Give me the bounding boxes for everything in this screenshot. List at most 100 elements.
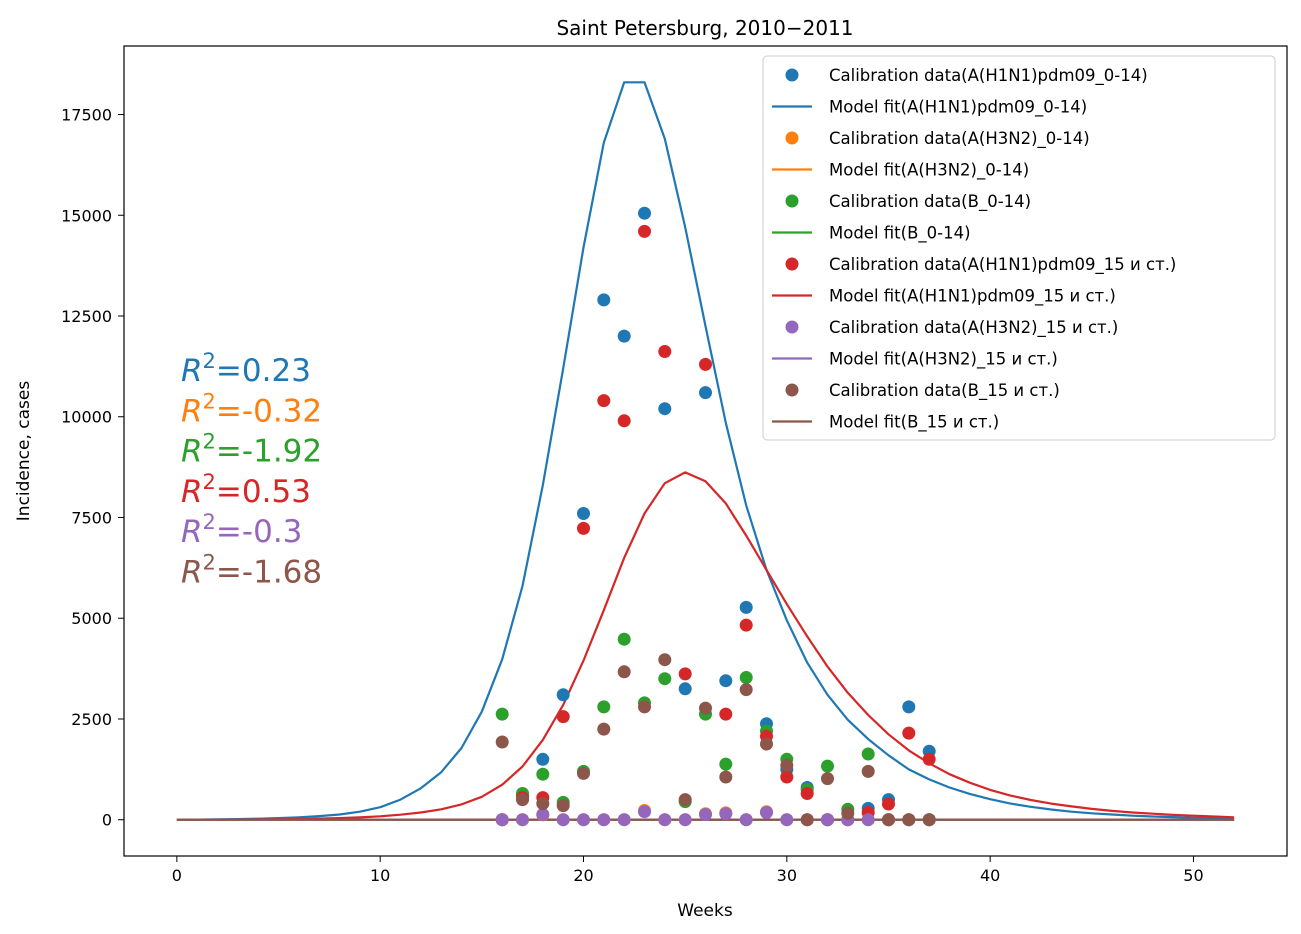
calibration-point-4 [760, 806, 773, 819]
y-tick-label: 15000 [61, 206, 112, 225]
legend-label: Calibration data(B_15 и ст.) [829, 381, 1060, 401]
x-tick-label: 50 [1183, 866, 1203, 885]
r2-label-2: R2=-1.92 [181, 430, 322, 470]
calibration-point-0 [658, 402, 672, 416]
calibration-point-4 [861, 813, 875, 827]
calibration-point-5 [556, 799, 570, 813]
y-axis-label: Incidence, cases [14, 381, 34, 522]
legend-marker-0 [785, 68, 799, 82]
r2-annotations: R2=0.23R2=-0.32R2=-1.92R2=0.53R2=-0.3R2=… [181, 349, 322, 591]
calibration-point-5 [821, 772, 834, 786]
legend-label: Calibration data(A(H3N2)_15 и ст.) [829, 318, 1118, 338]
calibration-point-3 [638, 224, 651, 238]
calibration-point-3 [658, 345, 672, 358]
legend-frame [762, 55, 1276, 441]
calibration-point-2 [597, 700, 611, 714]
legend-label: Model fit(A(H3N2)_15 и ст.) [829, 350, 1058, 370]
x-axis-label: Weeks [677, 901, 733, 921]
plot-frame [123, 45, 1288, 857]
x-axis: 0 10 20 30 40 50 [172, 856, 1204, 885]
calibration-point-2 [861, 747, 875, 761]
r2-label-3: R2=0.53 [181, 470, 311, 510]
legend-marker-3 [785, 257, 799, 271]
calibration-point-5 [577, 766, 590, 780]
calibration-point-5 [699, 701, 712, 715]
legend: Calibration data(A(H1N1)pdm09_0-14) Model… [762, 55, 1276, 441]
x-tick-label: 30 [777, 866, 797, 885]
calibration-point-3 [556, 710, 570, 724]
calibration-point-2 [821, 759, 834, 773]
calibration-point-0 [597, 293, 611, 307]
legend-label: Model fit(A(H1N1)pdm09_15 и ст.) [829, 287, 1116, 307]
legend-label: Calibration data(B_0-14) [829, 192, 1031, 212]
calibration-point-0 [719, 674, 733, 688]
y-tick-label: 2500 [71, 710, 112, 729]
calibration-point-0 [699, 386, 712, 400]
legend-label: Model fit(A(H3N2)_0-14) [829, 161, 1029, 181]
calibration-point-0 [556, 688, 570, 702]
legend-marker-1 [785, 131, 799, 145]
calibration-point-4 [577, 813, 590, 827]
model-line-3 [176, 471, 1235, 821]
legend-label: Calibration data(A(H1N1)pdm09_0-14) [829, 66, 1148, 86]
calibration-point-5 [678, 793, 692, 807]
y-tick-label: 10000 [61, 408, 112, 427]
calibration-point-5 [638, 700, 651, 714]
r2-label-0: R2=0.23 [181, 349, 311, 389]
y-tick-label: 0 [102, 811, 112, 830]
r2-label-1: R2=-0.32 [181, 389, 322, 429]
calibration-point-2 [617, 632, 631, 646]
calibration-point-2 [495, 707, 509, 721]
calibration-point-4 [739, 813, 753, 827]
calibration-point-0 [739, 600, 753, 614]
calibration-point-5 [739, 683, 753, 697]
calibration-point-0 [638, 206, 651, 220]
calibration-point-0 [617, 329, 631, 343]
calibration-point-3 [800, 787, 814, 800]
legend-label: Model fit(B_15 и ст.) [829, 413, 999, 433]
calibration-point-4 [699, 808, 712, 821]
calibration-point-5 [902, 813, 916, 827]
calibration-point-3 [882, 797, 895, 811]
x-tick-label: 20 [573, 866, 593, 885]
calibration-point-5 [882, 813, 895, 827]
calibration-point-4 [597, 813, 611, 827]
x-tick-label: 10 [370, 866, 390, 885]
calibration-point-5 [536, 797, 550, 811]
calibration-point-5 [760, 737, 773, 751]
calibration-point-4 [556, 813, 570, 827]
y-tick-label: 5000 [71, 609, 112, 628]
calibration-point-3 [780, 770, 794, 784]
r2-label-5: R2=-1.68 [181, 551, 322, 591]
y-tick-label: 12500 [61, 307, 112, 326]
legend-marker-5 [785, 383, 799, 397]
calibration-point-0 [536, 752, 550, 766]
legend-label: Calibration data(A(H3N2)_0-14) [829, 129, 1090, 149]
calibration-point-4 [678, 813, 692, 827]
calibration-point-5 [658, 653, 672, 667]
calibration-point-4 [516, 813, 529, 827]
calibration-point-5 [597, 722, 611, 736]
calibration-point-3 [739, 618, 753, 632]
calibration-point-5 [780, 758, 794, 772]
calibration-point-4 [821, 813, 834, 827]
legend-label: Calibration data(A(H1N1)pdm09_15 и ст.) [829, 255, 1176, 275]
x-tick-label: 0 [172, 866, 182, 885]
calibration-points [495, 206, 936, 827]
calibration-point-2 [536, 767, 550, 781]
calibration-point-5 [516, 793, 529, 807]
chart-title: Saint Petersburg, 2010−2011 [556, 16, 853, 40]
calibration-point-4 [536, 808, 550, 821]
calibration-point-3 [597, 394, 611, 408]
calibration-point-3 [922, 752, 936, 766]
calibration-point-3 [699, 357, 712, 371]
legend-label: Model fit(A(H1N1)pdm09_0-14) [829, 98, 1087, 118]
calibration-point-5 [861, 764, 875, 778]
calibration-point-2 [739, 671, 753, 684]
calibration-point-4 [638, 805, 651, 819]
calibration-point-4 [495, 813, 509, 827]
legend-marker-4 [785, 320, 799, 334]
y-axis: 0 2500 5000 7500 10000 12500 15000 17500 [61, 106, 124, 830]
calibration-point-4 [658, 813, 672, 827]
